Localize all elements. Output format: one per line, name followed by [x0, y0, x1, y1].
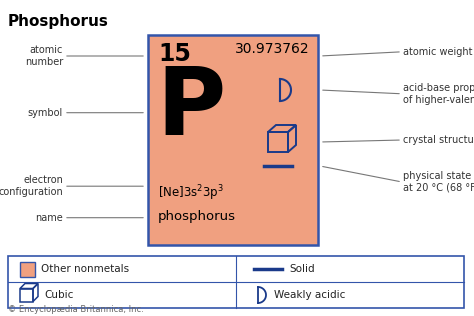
- Text: © Encyclopædia Britannica, Inc.: © Encyclopædia Britannica, Inc.: [8, 305, 144, 314]
- Text: Solid: Solid: [289, 264, 315, 274]
- Bar: [148, 35, 318, 245]
- Text: 30.973762: 30.973762: [236, 42, 310, 56]
- Text: Phosphorus: Phosphorus: [8, 14, 109, 29]
- Text: Weakly acidic: Weakly acidic: [274, 290, 346, 300]
- Text: acid-base properties
of higher-valence oxides: acid-base properties of higher-valence o…: [403, 83, 474, 105]
- Text: electron
configuration: electron configuration: [0, 175, 63, 197]
- Text: P: P: [156, 63, 225, 155]
- Text: 15: 15: [158, 42, 191, 66]
- Text: physical state
at 20 °C (68 °F): physical state at 20 °C (68 °F): [403, 171, 474, 193]
- Text: Other nonmetals: Other nonmetals: [41, 264, 129, 274]
- Text: phosphorus: phosphorus: [158, 210, 236, 223]
- Text: atomic
number: atomic number: [25, 45, 63, 67]
- Text: name: name: [35, 213, 63, 223]
- Text: crystal structure: crystal structure: [403, 135, 474, 145]
- Text: $\mathregular{[Ne]3s^23p^3}$: $\mathregular{[Ne]3s^23p^3}$: [158, 183, 224, 203]
- Text: Cubic: Cubic: [44, 290, 73, 300]
- Text: atomic weight: atomic weight: [403, 47, 473, 57]
- Text: symbol: symbol: [28, 108, 63, 118]
- Bar: [8, 256, 464, 308]
- Bar: [20, 262, 35, 276]
